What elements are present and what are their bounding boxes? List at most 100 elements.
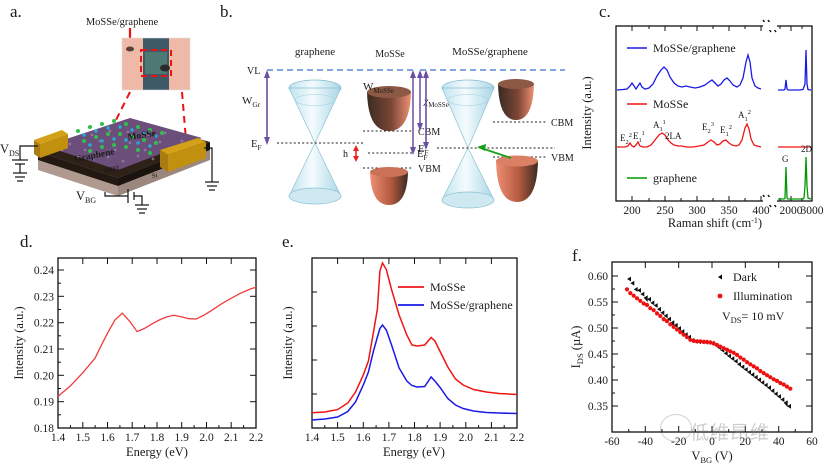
xtick-e-4: 1.8: [407, 432, 422, 444]
curve-e-mosse: [311, 261, 518, 414]
plot-frame-f: [611, 261, 813, 433]
panel-a-label: a.: [10, 2, 22, 21]
xlabel-d: Energy (eV): [126, 445, 188, 459]
annotation-vds: VDS= 10 mV: [722, 309, 785, 325]
peak-label-E2-3: E23: [702, 121, 714, 135]
panel-d-label: d.: [20, 232, 33, 251]
cbm-label-right: CBM: [551, 118, 573, 129]
xtick-c-3: 350: [720, 205, 738, 217]
plot-frame-d: [57, 257, 257, 429]
absorption-chart: 1.4 1.5 1.6 1.7 1.8 1.9 2.0 2.1 2.2 0.18…: [12, 257, 263, 459]
title-hetero: MoSSe/graphene: [452, 46, 528, 58]
ytick-d-2: 0.20: [34, 370, 54, 382]
ytick-d-5: 0.23: [34, 291, 54, 303]
plot-frame-c: [615, 25, 813, 202]
xtick-c-1: 250: [656, 205, 674, 217]
legend-label-dark: Dark: [733, 270, 757, 284]
wgr-label: WGr: [242, 95, 261, 109]
xtick-f-0: -60: [604, 436, 620, 448]
watermark-logo: [660, 414, 692, 442]
legend-label-illumination: Illumination: [733, 289, 792, 303]
peak-label-2LA: 2LA: [665, 131, 682, 141]
ytick-d-3: 0.21: [34, 344, 54, 356]
circuit-vbg: [104, 189, 149, 214]
panel-e: e. 1.4 1.5 1.6 1.7 1.8 1.9 2.0 2.1: [272, 232, 568, 470]
panel-f-label: f.: [572, 246, 582, 265]
label-sio2: SiO2: [104, 164, 121, 175]
optical-inset: [121, 37, 191, 91]
circuit-vds: [12, 145, 38, 182]
ytick-d-4: 0.22: [34, 318, 54, 330]
xtick-e-6: 2.0: [459, 432, 474, 444]
vds-label: VDS: [0, 142, 19, 158]
hetero-vb-paraboloid: [496, 155, 538, 202]
series-illumination: [624, 287, 793, 391]
xtick-d-0: 1.4: [51, 432, 66, 444]
xtick-f-4: 20: [740, 436, 752, 448]
xtick-e-1: 1.5: [330, 432, 345, 444]
xtick-c-2: 300: [688, 205, 706, 217]
ytick-f-2: 0.45: [588, 349, 608, 361]
substrate-stack: [34, 118, 210, 196]
xtick-d-3: 1.7: [125, 432, 140, 444]
xlabel-c: Raman shift (cm-1): [668, 216, 762, 230]
hole-label: h: [343, 149, 348, 160]
graphene-dirac-cone-right: [441, 79, 495, 209]
legend-marker-illumination: [717, 293, 723, 299]
xtick-d-4: 1.8: [150, 432, 165, 444]
chi-label: χMoSSe: [423, 97, 449, 109]
spectrum-mosse: [617, 122, 762, 148]
mosse-cb-paraboloid: [367, 86, 411, 131]
watermark-text: 低维昂维: [690, 422, 771, 444]
mosse-lattice: [76, 119, 164, 155]
xtick-c-0: 200: [623, 205, 641, 217]
legend-label-mosse-e: MoSSe: [430, 280, 465, 294]
ytick-f-3: 0.50: [588, 323, 608, 335]
ylabel-e: Intensity (a.u.): [281, 306, 295, 379]
curve-d: [57, 286, 257, 397]
ylabel-c: Intensity (a.u.): [580, 76, 594, 149]
title-graphene: graphene: [295, 46, 335, 58]
peak-label-A1-1: A11: [653, 119, 666, 133]
label-mosse: MoSSe: [127, 129, 157, 143]
mosse-vb-paraboloid: [370, 167, 408, 205]
peak-label-E1-1: E11: [633, 130, 645, 144]
curve-e-hetero: [311, 323, 518, 421]
xtick-f-6: 60: [806, 436, 818, 448]
legend-label-hetero-e: MoSSe/graphene: [430, 298, 513, 312]
vl-label: VL: [247, 66, 260, 77]
panel-c-label: c.: [599, 2, 611, 21]
xtick-e-0: 1.4: [305, 432, 320, 444]
xtick-d-1: 1.5: [76, 432, 91, 444]
xlabel-f: VBG (V): [691, 449, 732, 465]
title-mosse: MoSSe: [375, 49, 405, 60]
xtick-e-5: 1.9: [433, 432, 448, 444]
ytick-f-0: 0.35: [588, 401, 608, 413]
xtick-c-6: 3000: [801, 205, 824, 217]
ylabel-f: IDS (µA): [569, 326, 585, 369]
peak-label-A1-2: A12: [738, 109, 751, 123]
ytick-d-1: 0.19: [34, 397, 54, 409]
peak-label-G: G: [782, 154, 789, 164]
plot-frame-e: [311, 257, 518, 429]
axis-break-marker: [762, 19, 777, 208]
xtick-d-2: 1.6: [100, 432, 115, 444]
xtick-e-2: 1.6: [356, 432, 371, 444]
xlabel-e: Energy (eV): [383, 445, 445, 459]
xtick-e-3: 1.7: [382, 432, 397, 444]
hetero-cb-paraboloid: [498, 79, 534, 120]
spectrum-graphene: [778, 156, 812, 200]
vbm-label-right: VBM: [551, 153, 574, 164]
spectrum-hetero: [616, 52, 762, 91]
spectrum-hetero-right: [778, 49, 812, 91]
circuit-ground-right: [204, 147, 219, 191]
legend-label-graphene-c: graphene: [653, 171, 697, 185]
xtick-f-5: 40: [773, 436, 785, 448]
label-si: Si: [151, 171, 158, 180]
ylabel-d: Intensity (a.u.): [12, 306, 26, 379]
xtick-d-6: 2.0: [199, 432, 214, 444]
ytick-f-1: 0.40: [588, 375, 608, 387]
raman-chart: 200 250 300 350 400 2000 3000 Raman shif…: [580, 19, 824, 230]
panel-a: a. MoSSe/graphene: [0, 0, 219, 230]
panel-d: d. 1.4 1.5 1.6 1.7 1.8 1.9 2.0 2.1 2.2: [8, 232, 270, 470]
